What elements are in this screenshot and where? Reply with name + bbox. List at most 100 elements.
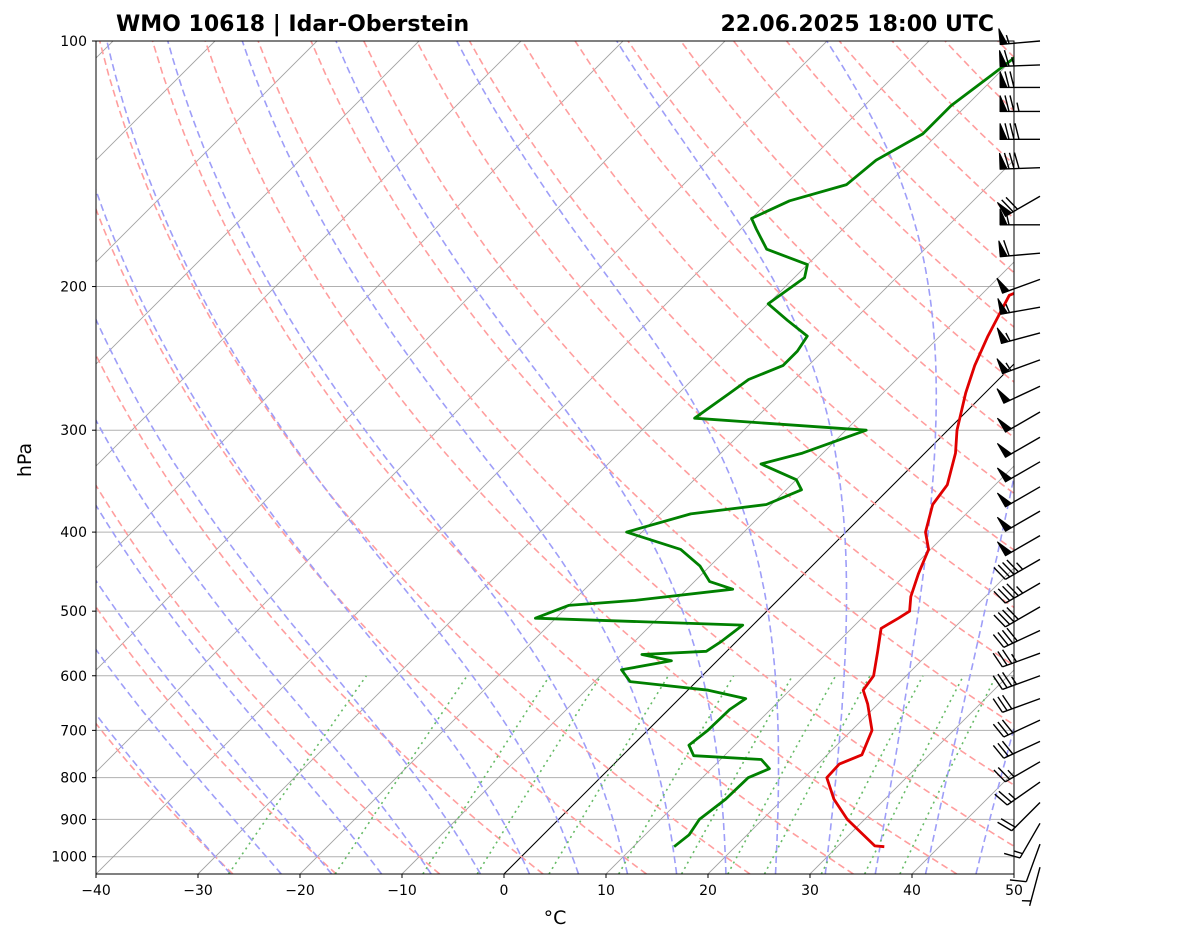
wind-barb-feather: [1001, 199, 1014, 213]
moist-adiabat-line: [96, 187, 531, 874]
wind-barb: [992, 671, 1041, 691]
wind-barb-feather: [1009, 71, 1015, 88]
isotherm-line: [197, 57, 1014, 874]
wind-barbs: [992, 28, 1041, 907]
dry-adiabat-line: [151, 41, 854, 874]
isotherm-line: [96, 41, 318, 263]
x-axis-ticks: −40 −30 −20 −10 0 10 20 30 40 50: [81, 874, 1023, 899]
zero-isotherm-line: [503, 363, 1014, 874]
y-tick-label: 500: [60, 604, 87, 620]
dry-adiabat-line: [96, 207, 647, 874]
wind-barb-feather: [1000, 818, 1016, 828]
wind-barb: [996, 195, 1041, 217]
isotherm-line: [1013, 873, 1014, 874]
y-axis-label: hPa: [14, 443, 36, 477]
dry-adiabat-line: [204, 41, 958, 874]
wind-barb-feather: [1004, 123, 1010, 140]
wind-barb-staff: [1011, 801, 1041, 832]
wind-barb-feather: [992, 634, 1005, 648]
dry-adiabat-line: [415, 41, 1014, 667]
wind-barb-staff: [1006, 781, 1041, 806]
isotherm-line: [809, 669, 1014, 874]
wind-barb-feather: [993, 769, 1006, 783]
wind-barb-feather: [1002, 609, 1015, 623]
moist-adiabat-line: [241, 41, 678, 874]
mixing-ratio-line: [727, 675, 837, 874]
wind-barb-half-feather: [1011, 676, 1018, 685]
moist-adiabat-line: [975, 725, 1014, 874]
wind-barb-staff: [1002, 675, 1041, 691]
wind-barb-feather: [1009, 95, 1015, 112]
wind-barb: [999, 95, 1040, 113]
mixing-ratio-line: [618, 675, 735, 874]
wind-barb: [992, 694, 1041, 713]
wind-barb-half-feather: [1006, 215, 1010, 225]
wind-barb-half-feather: [1005, 34, 1010, 44]
wind-barb-staff: [1019, 822, 1041, 859]
wind-barb: [997, 801, 1041, 832]
isotherm-line: [96, 41, 828, 773]
x-tick-label: 20: [699, 883, 717, 899]
wind-barb-feather: [1001, 694, 1013, 710]
dry-adiabat-line: [785, 41, 1014, 274]
moist-adiabat-line: [96, 503, 383, 874]
isotherm-line: [96, 41, 726, 671]
wind-barb-feather: [1006, 627, 1018, 642]
wind-barb-feather: [1002, 585, 1015, 599]
dry-adiabat-line: [944, 41, 1014, 112]
wind-barb: [998, 28, 1041, 46]
wind-barb: [992, 740, 1041, 759]
wind-barb-feather: [997, 721, 1009, 736]
wind-barb-pennant: [996, 516, 1013, 532]
dry-adiabat-line: [627, 41, 1014, 439]
dry-adiabat-line: [574, 41, 1014, 495]
moist-adiabat-line: [96, 713, 232, 874]
wind-barb-feather: [997, 821, 1013, 832]
wind-barb-feather: [997, 588, 1011, 602]
mixing-ratio-line: [334, 675, 468, 874]
wind-barb: [998, 50, 1041, 68]
profiles: [534, 56, 1014, 849]
wind-barb: [992, 649, 1041, 668]
isotherm-line: [1116, 41, 1181, 874]
wind-barb-staff: [1005, 761, 1041, 783]
wind-barb-pennant: [998, 152, 1008, 170]
wind-barb: [992, 627, 1041, 649]
moist-adiabat-line: [96, 317, 482, 874]
wind-barb: [993, 582, 1041, 604]
temperature-profile-line: [825, 291, 1014, 849]
y-tick-label: 1000: [51, 850, 87, 866]
wind-barb-feather: [992, 675, 1003, 690]
wind-barb-pennant: [996, 327, 1009, 344]
y-tick-label: 600: [60, 669, 87, 685]
wind-barb-pennant: [999, 123, 1008, 140]
y-tick-label: 400: [60, 525, 87, 541]
wind-barb-staff: [1003, 740, 1041, 759]
wind-barb-feather: [1009, 879, 1027, 883]
wind-barb-pennant: [996, 277, 1010, 294]
isotherm-line: [96, 41, 522, 467]
wind-barb-feather: [1009, 123, 1015, 140]
wind-barb-feather: [993, 614, 1006, 628]
wind-barb-staff: [1028, 867, 1041, 907]
dry-adiabat-line: [468, 41, 1014, 609]
wind-barb-pennant: [996, 492, 1013, 508]
wind-barb-feather: [997, 766, 1011, 780]
isotherm-line: [299, 159, 1014, 874]
wind-barb-pennant: [996, 201, 1013, 217]
wind-barb-feather: [1005, 196, 1018, 210]
moist-adiabat-line: [106, 41, 580, 874]
wind-barb-feather: [997, 673, 1008, 689]
isotherm-line: [707, 567, 1014, 874]
wind-barb: [996, 327, 1041, 345]
mixing-ratio-line: [227, 675, 368, 874]
wind-barb-feather: [997, 564, 1011, 578]
dry-adiabat-line: [98, 41, 751, 874]
wind-barb-pennant: [999, 71, 1008, 88]
dry-adiabat-line: [96, 722, 234, 874]
wind-barb-feather: [1006, 607, 1019, 620]
isotherm-line: [401, 261, 1014, 874]
mixing-ratio-line: [422, 675, 551, 874]
wind-barb-pennant: [996, 358, 1010, 375]
wind-barb-pennant: [998, 28, 1008, 46]
